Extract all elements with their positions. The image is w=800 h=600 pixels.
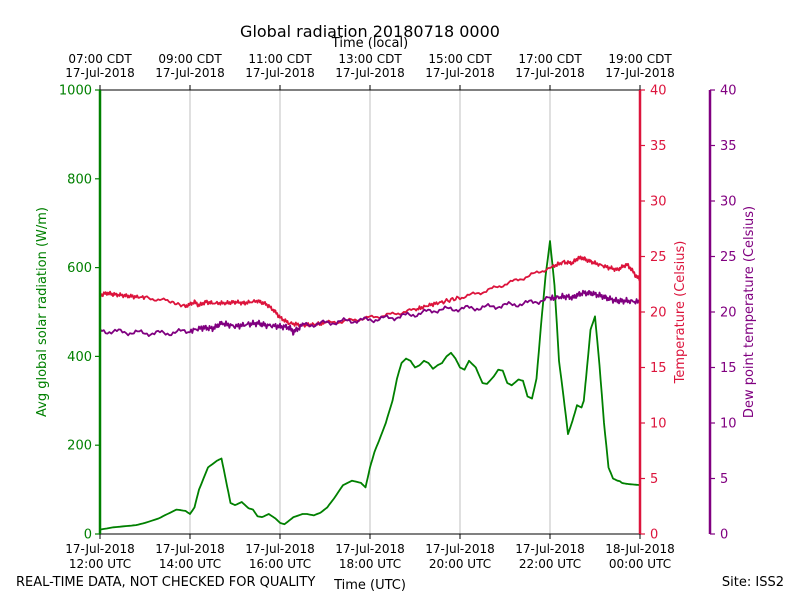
left-tick-label: 1000 [59,84,92,99]
site-label: Site: ISS2 [721,575,784,590]
bottom-tick-time: 20:00 UTC [429,557,491,571]
bottom-tick-time: 22:00 UTC [519,557,581,571]
top-tick-date: 17-Jul-2018 [245,66,315,80]
bottom-tick-time: 00:00 UTC [609,557,671,571]
series-line-dew-point-temperature [99,289,641,337]
top-tick-time: 11:00 CDT [248,52,312,66]
top-tick-time: 07:00 CDT [68,52,132,66]
top-tick-date: 17-Jul-2018 [155,66,225,80]
left-tick-label: 800 [67,172,92,187]
bottom-tick-time: 12:00 UTC [69,557,131,571]
temperature-tick-label: 30 [650,195,667,210]
top-tick-date: 17-Jul-2018 [425,66,495,80]
left-tick-label: 600 [67,261,92,276]
right-dewpoint-axis-label: Dew point temperature (Celsius) [742,206,757,418]
bottom-tick-date: 17-Jul-2018 [245,542,315,556]
vertical-grid [189,90,551,534]
bottom-axis-label: Time (UTC) [333,578,406,593]
bottom-tick-time: 16:00 UTC [249,557,311,571]
bottom-tick-date: 18-Jul-2018 [605,542,675,556]
temperature-tick-label: 0 [650,528,658,543]
temperature-tick-label: 15 [650,361,667,376]
series-line-avg-global-solar-radiation [99,240,641,531]
dewpoint-tick-label: 30 [720,195,737,210]
dewpoint-tick-label: 0 [720,528,728,543]
top-tick-time: 19:00 CDT [608,52,672,66]
right-temperature-axis-label: Temperature (Celsius) [673,241,688,385]
top-tick-time: 13:00 CDT [338,52,402,66]
series-group [99,240,641,531]
top-tick-time: 17:00 CDT [518,52,582,66]
dewpoint-tick-label: 10 [720,417,737,432]
left-axis-label: Avg global solar radiation (W/m) [35,207,50,417]
dewpoint-tick-label: 15 [720,361,737,376]
top-tick-time: 09:00 CDT [158,52,222,66]
temperature-tick-label: 20 [650,306,667,321]
temperature-tick-label: 40 [650,84,667,99]
left-tick-label: 400 [67,350,92,365]
bottom-tick-date: 17-Jul-2018 [155,542,225,556]
dewpoint-tick-label: 20 [720,306,737,321]
bottom-tick-date: 17-Jul-2018 [425,542,495,556]
temperature-tick-label: 10 [650,417,667,432]
temperature-tick-label: 5 [650,472,658,487]
dewpoint-tick-label: 25 [720,250,737,265]
top-tick-time: 15:00 CDT [428,52,492,66]
bottom-tick-date: 17-Jul-2018 [515,542,585,556]
bottom-tick-date: 17-Jul-2018 [335,542,405,556]
quality-disclaimer: REAL-TIME DATA, NOT CHECKED FOR QUALITY [16,575,316,590]
bottom-tick-time: 18:00 UTC [339,557,401,571]
chart-title: Global radiation 20180718 0000 [240,22,500,41]
temperature-tick-label: 25 [650,250,667,265]
left-tick-label: 200 [67,439,92,454]
dewpoint-tick-label: 40 [720,84,737,99]
bottom-tick-time: 14:00 UTC [159,557,221,571]
dewpoint-tick-label: 5 [720,472,728,487]
temperature-tick-label: 35 [650,139,667,154]
top-tick-date: 17-Jul-2018 [605,66,675,80]
axes-group: 0200400600800100005101520253035400510152… [59,52,737,571]
top-tick-date: 17-Jul-2018 [65,66,135,80]
dewpoint-tick-label: 35 [720,139,737,154]
top-tick-date: 17-Jul-2018 [515,66,585,80]
bottom-tick-date: 17-Jul-2018 [65,542,135,556]
top-axis-label: Time (local) [331,36,408,51]
left-tick-label: 0 [84,528,92,543]
top-tick-date: 17-Jul-2018 [335,66,405,80]
